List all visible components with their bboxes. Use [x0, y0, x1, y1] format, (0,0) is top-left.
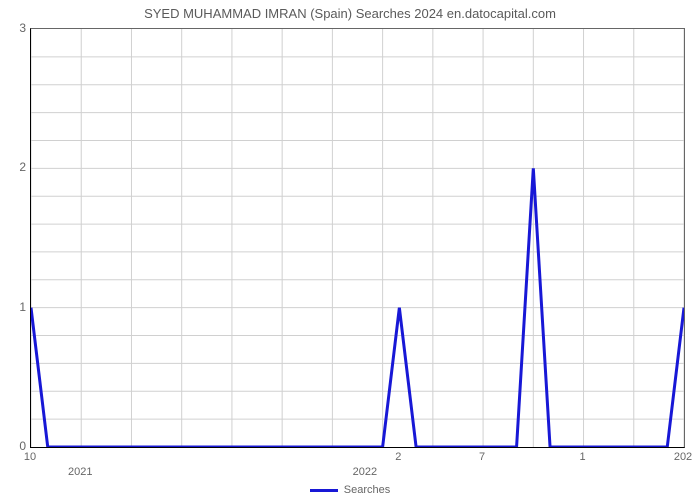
legend: Searches — [0, 484, 700, 496]
x-tick-month: 10 — [24, 451, 36, 463]
x-tick-month: 2 — [395, 451, 401, 463]
plot-area — [30, 28, 685, 448]
legend-swatch — [310, 489, 338, 492]
x-tick-month: 202 — [674, 451, 692, 463]
y-tick-label: 1 — [6, 300, 26, 314]
x-tick-year: 2021 — [68, 466, 92, 478]
x-tick-month: 1 — [579, 451, 585, 463]
chart-container: SYED MUHAMMAD IMRAN (Spain) Searches 202… — [0, 0, 700, 500]
x-tick-year: 2022 — [353, 466, 377, 478]
chart-title: SYED MUHAMMAD IMRAN (Spain) Searches 202… — [0, 6, 700, 21]
x-tick-month: 7 — [479, 451, 485, 463]
y-tick-label: 3 — [6, 21, 26, 35]
plot-svg — [31, 29, 684, 447]
y-tick-label: 2 — [6, 160, 26, 174]
gridlines — [31, 29, 684, 447]
legend-label: Searches — [344, 484, 390, 496]
